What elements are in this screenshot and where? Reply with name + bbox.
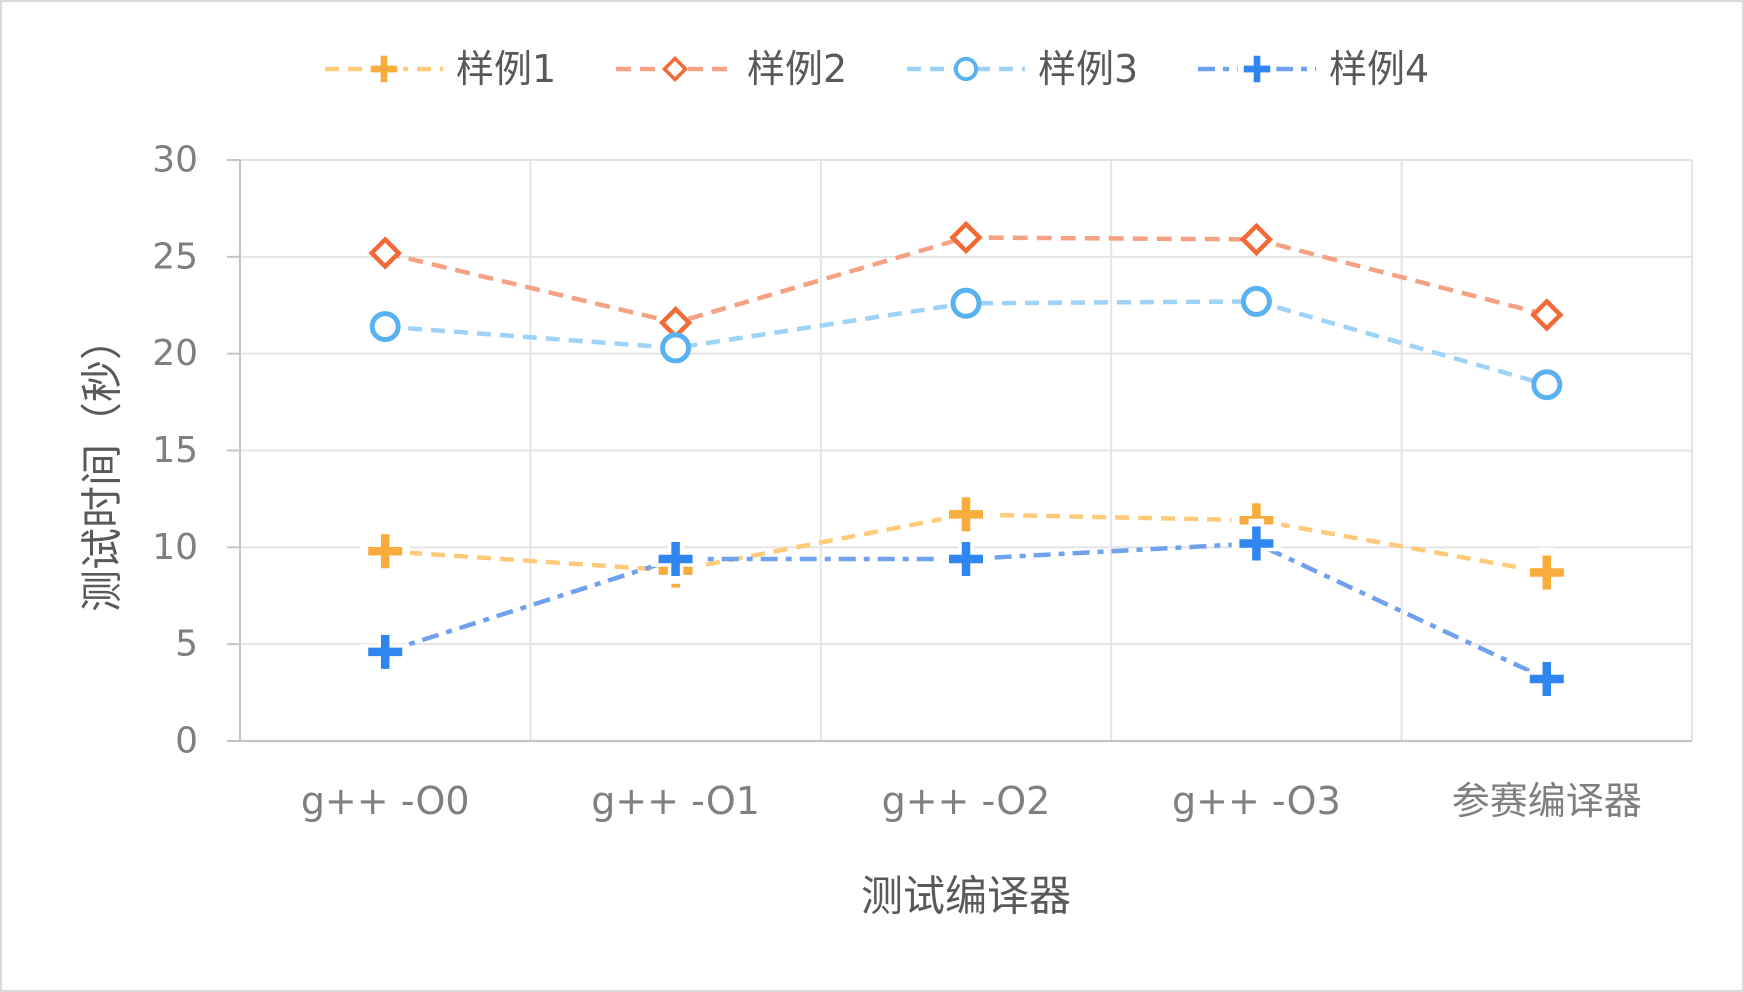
series-4-point-2	[650, 534, 701, 584]
y-axis-title: 测试时间（秒）	[78, 318, 127, 612]
plus-marker	[1529, 555, 1564, 590]
plus-marker	[1529, 662, 1564, 696]
plus-marker	[658, 542, 693, 576]
plus-marker	[949, 497, 983, 532]
plus-marker	[368, 634, 403, 669]
y-tick-label: 30	[152, 140, 198, 181]
series-2-point-1	[368, 236, 402, 270]
x-tick-label: g++ -O2	[882, 779, 1051, 823]
x-tick-label: g++ -O1	[591, 779, 760, 823]
circle-marker	[369, 311, 401, 343]
series-4-point-5	[1522, 654, 1572, 704]
legend-item-3: 样例3	[907, 47, 1138, 91]
x-tick-label: g++ -O0	[301, 779, 470, 823]
legend-item-4: 样例4	[1198, 47, 1429, 91]
legend-label: 样例1	[456, 47, 556, 91]
series-4-point-3	[941, 534, 991, 584]
circle-marker	[1531, 369, 1563, 401]
legend-label: 样例2	[747, 47, 847, 91]
plus-marker	[370, 55, 398, 83]
circle-marker	[1240, 285, 1272, 317]
series-4-point-1	[360, 627, 410, 677]
diamond-marker	[1530, 298, 1564, 332]
y-tick-label: 5	[175, 624, 198, 665]
y-tick-label: 0	[175, 721, 198, 762]
series-3-point-5	[1531, 369, 1563, 401]
diamond-marker	[368, 236, 402, 270]
series-3	[369, 285, 1563, 401]
plus-marker	[949, 542, 983, 576]
legend-item-2: 样例2	[616, 47, 847, 91]
series-3-point-1	[369, 311, 401, 343]
legend-marker-2	[661, 55, 689, 83]
series-3-point-4	[1240, 285, 1272, 317]
x-axis-title: 测试编译器	[861, 872, 1071, 921]
series-2-point-5	[1530, 298, 1564, 332]
gridlines	[240, 159, 1693, 741]
series-layer	[360, 220, 1572, 704]
y-tick-label: 15	[152, 430, 198, 471]
y-tick-label: 25	[152, 236, 198, 277]
legend-marker-1	[364, 49, 404, 89]
series-3-point-2	[660, 332, 692, 364]
series-1-point-3	[941, 489, 991, 540]
series-2	[368, 220, 1564, 340]
series-4	[360, 518, 1572, 704]
legend: 样例1 样例2 样例3 样例4	[325, 47, 1429, 91]
plus-marker	[1239, 526, 1274, 561]
plus-marker	[1243, 55, 1271, 83]
y-tick-label: 20	[152, 333, 198, 374]
legend-label: 样例3	[1038, 47, 1138, 91]
series-3-point-3	[950, 287, 982, 319]
circle-marker	[950, 287, 982, 319]
axes: 0 5 10 15 20 25 30 g++ -O0 g++ -O1 g++ -O2 g++ -O3…	[152, 140, 1692, 823]
y-tick-label: 10	[152, 527, 198, 568]
series-1-point-1	[360, 526, 410, 576]
circle-marker	[953, 56, 979, 82]
circle-marker	[660, 332, 692, 364]
legend-item-1: 样例1	[325, 47, 556, 91]
series-2-point-4	[1239, 222, 1274, 257]
diamond-marker	[1239, 222, 1274, 257]
diamond-marker	[661, 55, 689, 83]
series-1-point-5	[1522, 547, 1572, 598]
series-2-point-3	[949, 220, 983, 255]
plus-marker	[368, 534, 403, 569]
legend-marker-3	[953, 56, 979, 82]
diamond-marker	[949, 220, 983, 255]
legend-label: 样例4	[1329, 47, 1429, 91]
legend-marker-4	[1237, 49, 1277, 89]
x-tick-label: g++ -O3	[1172, 779, 1341, 823]
x-tick-label: 参赛编译器	[1452, 779, 1642, 823]
series-4-point-4	[1231, 518, 1282, 569]
